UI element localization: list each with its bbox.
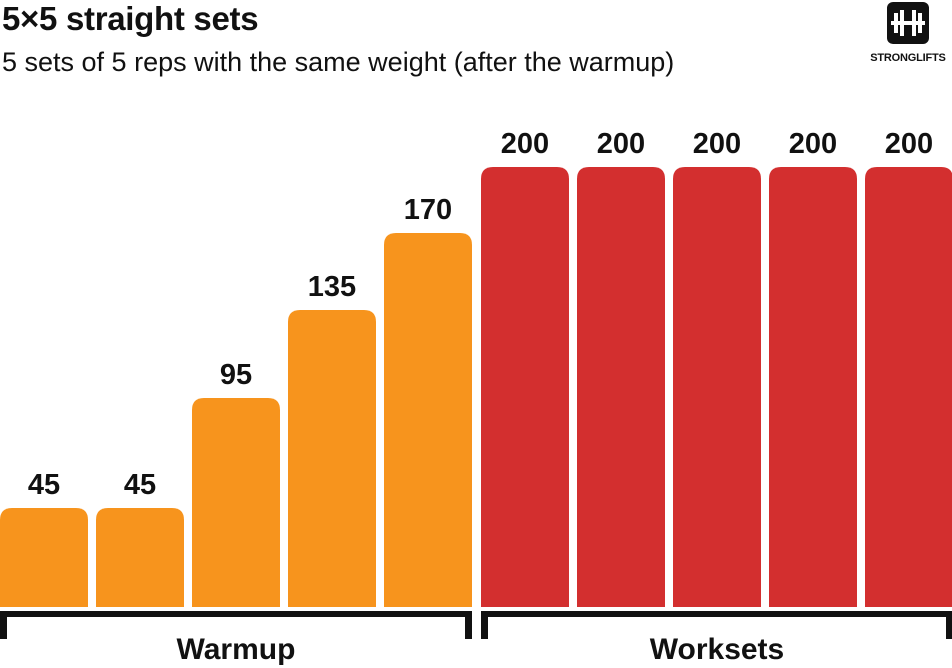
- group-bracket-end: [481, 611, 488, 639]
- data-label: 95: [220, 359, 252, 391]
- group-bracket: [0, 611, 472, 617]
- bar: [0, 508, 88, 607]
- group-bracket-end: [946, 611, 952, 639]
- group-bracket: [481, 611, 952, 617]
- bar: [288, 310, 376, 607]
- data-label: 45: [28, 469, 60, 501]
- bar: [384, 233, 472, 607]
- data-label: 200: [885, 128, 933, 160]
- data-label: 200: [597, 128, 645, 160]
- barbell-plates-icon: [887, 2, 929, 44]
- bar: [481, 167, 569, 607]
- data-label: 45: [124, 469, 156, 501]
- bar: [577, 167, 665, 607]
- chart-title: 5×5 straight sets: [2, 0, 259, 37]
- data-label: 135: [308, 271, 356, 303]
- data-label: 200: [693, 128, 741, 160]
- group-label: Warmup: [177, 633, 296, 666]
- data-label: 170: [404, 194, 452, 226]
- logo-text: STRONGLIFTS: [870, 52, 946, 64]
- bar: [96, 508, 184, 607]
- group-bracket-end: [0, 611, 7, 639]
- bar: [865, 167, 952, 607]
- data-label: 200: [501, 128, 549, 160]
- bar: [192, 398, 280, 607]
- bar: [769, 167, 857, 607]
- group-label: Worksets: [650, 633, 785, 666]
- data-label: 200: [789, 128, 837, 160]
- bar: [673, 167, 761, 607]
- group-bracket-end: [465, 611, 472, 639]
- stronglifts-logo: STRONGLIFTS: [866, 2, 950, 74]
- chart-subtitle: 5 sets of 5 reps with the same weight (a…: [2, 47, 675, 77]
